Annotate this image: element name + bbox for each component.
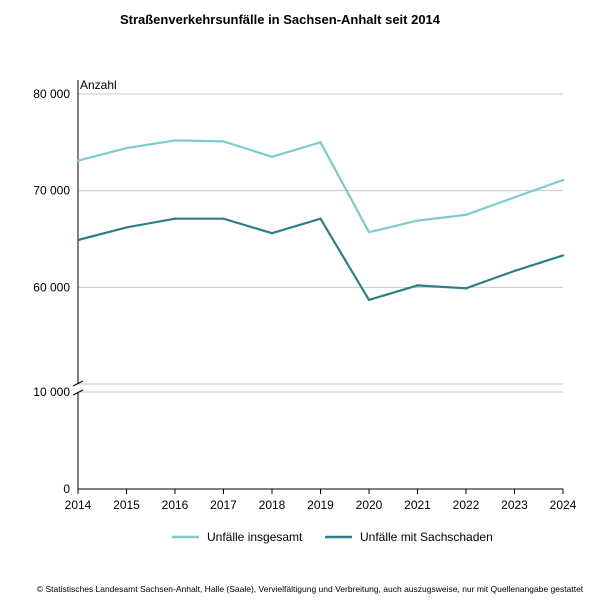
axis-break-mark-2 xyxy=(72,389,84,396)
x-tick-label-2021: 2021 xyxy=(404,498,431,512)
x-tick-label-2019: 2019 xyxy=(307,498,334,512)
data-point-series-2-2020 xyxy=(367,298,371,302)
data-point-series-2-2024 xyxy=(561,254,565,257)
data-point-series-2-2015 xyxy=(125,226,128,229)
legend-label-2: Unfälle mit Sachschaden xyxy=(360,530,493,544)
chart-title: Straßenverkehrsunfälle in Sachsen-Anhalt… xyxy=(120,12,441,27)
x-tick-label-2014: 2014 xyxy=(65,498,92,512)
data-point-series-1-2022 xyxy=(464,213,468,217)
x-tick-label-2022: 2022 xyxy=(453,498,480,512)
y-tick-label-80000: 80 000 xyxy=(33,87,70,101)
y-tick-label-0: 0 xyxy=(63,482,70,496)
copyright-footer: © Statistisches Landesamt Sachsen-Anhalt… xyxy=(37,584,584,594)
x-tick-label-2015: 2015 xyxy=(113,498,140,512)
x-tick-label-2016: 2016 xyxy=(162,498,189,512)
data-point-series-1-2021 xyxy=(416,219,419,222)
x-tick-label-2020: 2020 xyxy=(356,498,383,512)
data-series xyxy=(76,139,565,302)
x-tick-label-2017: 2017 xyxy=(210,498,237,512)
data-point-series-1-2020 xyxy=(367,231,371,234)
x-tick-label-2023: 2023 xyxy=(501,498,528,512)
y-tick-label-60000: 60 000 xyxy=(33,280,70,294)
y-axis-label: Anzahl xyxy=(80,78,117,92)
x-tick-label-2024: 2024 xyxy=(550,498,577,512)
data-point-series-2-2023 xyxy=(513,269,516,273)
data-point-series-2-2021 xyxy=(416,284,419,287)
legend-label-1: Unfälle insgesamt xyxy=(207,530,303,544)
legend: Unfälle insgesamt Unfälle mit Sachschaden xyxy=(172,530,493,544)
data-point-series-2-2019 xyxy=(319,217,322,220)
data-point-series-2-2022 xyxy=(464,287,468,290)
data-point-series-1-2024 xyxy=(561,178,565,182)
data-point-series-1-2018 xyxy=(270,155,274,159)
data-point-series-2-2017 xyxy=(222,217,225,220)
data-point-series-1-2016 xyxy=(173,139,177,142)
data-point-series-1-2017 xyxy=(222,140,225,143)
data-point-series-2-2014 xyxy=(76,238,80,242)
data-point-series-2-2016 xyxy=(173,217,177,220)
data-point-series-1-2015 xyxy=(125,146,128,150)
gridlines xyxy=(78,93,563,393)
x-tick-label-2018: 2018 xyxy=(259,498,286,512)
data-point-series-1-2014 xyxy=(76,159,80,162)
data-point-series-2-2018 xyxy=(270,232,274,235)
data-point-series-1-2019 xyxy=(319,141,322,144)
data-point-series-1-2023 xyxy=(513,196,516,199)
y-tick-label-70000: 70 000 xyxy=(33,184,70,198)
axes: 80 000 70 000 60 000 10 000 0 2014 2015 2016 201… xyxy=(33,80,577,512)
axis-break-mark-1 xyxy=(72,380,84,387)
y-tick-label-10000: 10 000 xyxy=(33,385,70,399)
